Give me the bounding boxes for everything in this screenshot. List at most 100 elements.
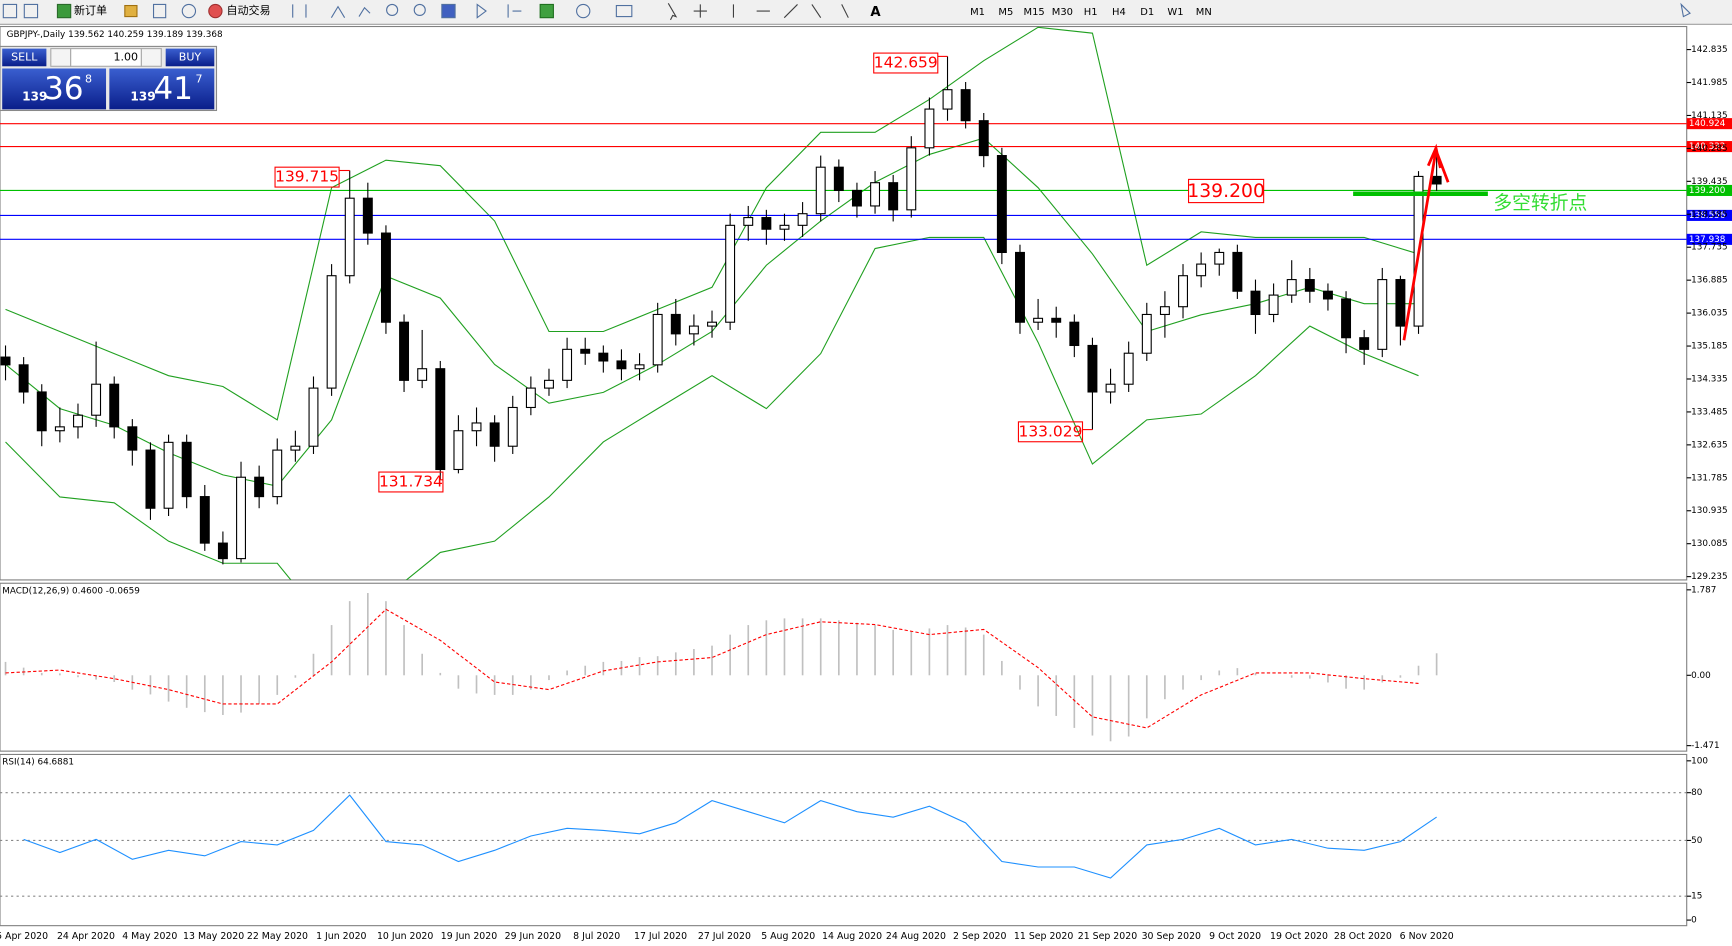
- candle-body: [562, 348, 573, 381]
- auto-trade[interactable]: 自动交易: [226, 3, 270, 17]
- candle-body: [996, 155, 1007, 254]
- timeframe[interactable]: W1: [1167, 7, 1183, 18]
- icon[interactable]: [124, 4, 138, 18]
- candle-body: [960, 89, 971, 122]
- candle-body: [652, 313, 663, 366]
- candle-body: [1322, 290, 1333, 300]
- buy-pips[interactable]: 41: [154, 71, 193, 107]
- buy-big[interactable]: 139: [130, 90, 155, 104]
- lot-text[interactable]: 1.00: [114, 50, 139, 63]
- icon[interactable]: [1680, 2, 1691, 18]
- icon[interactable]: [667, 3, 849, 21]
- candle-body: [1377, 279, 1388, 350]
- y-tick-label: 131.785: [1691, 473, 1728, 483]
- candle-body: [906, 147, 917, 211]
- sell-pips[interactable]: 36: [44, 71, 83, 107]
- candle-body: [1359, 337, 1370, 350]
- open: 139.562: [68, 30, 105, 40]
- level-tag: [1686, 141, 1732, 153]
- lot-down[interactable]: [50, 48, 72, 67]
- candle-body: [1033, 317, 1044, 323]
- overlay: 140.924 140.332 139.200 138.556 137.938 139.2…: [274, 52, 1732, 493]
- timeframe[interactable]: M15: [1024, 7, 1045, 18]
- icon[interactable]: [152, 3, 167, 19]
- icon[interactable]: [576, 3, 591, 19]
- candle-body: [779, 224, 790, 230]
- candle-body: [290, 445, 301, 451]
- y-tick-label: 136.885: [1691, 276, 1728, 286]
- y-tick-label: 80: [1691, 788, 1703, 798]
- buy-price[interactable]: [109, 68, 215, 110]
- x-tick-label: 8 Jul 2020: [573, 931, 620, 942]
- icon[interactable]: [181, 3, 197, 19]
- x-tick-label: 24 Aug 2020: [886, 931, 946, 942]
- timeframe[interactable]: M30: [1052, 7, 1073, 18]
- x-tick-label: 19 Oct 2020: [1270, 931, 1328, 942]
- icon[interactable]: [476, 3, 522, 19]
- y-tick-label: 142.835: [1691, 45, 1728, 55]
- lot-up[interactable]: [140, 48, 162, 67]
- x-tick-label: 14 Aug 2020: [822, 931, 882, 942]
- rsi-label: RSI(14) 64.6881: [2, 758, 74, 768]
- icon[interactable]: [441, 3, 456, 19]
- sell-button[interactable]: [2, 48, 47, 67]
- icon[interactable]: [292, 4, 371, 18]
- candle-body: [399, 321, 410, 381]
- bollinger-band: [5, 236, 1419, 580]
- icon[interactable]: [539, 3, 554, 19]
- candle-body: [1141, 313, 1152, 354]
- candle-body: [978, 120, 989, 157]
- timeframe[interactable]: H1: [1084, 7, 1098, 18]
- buy-button[interactable]: [165, 48, 215, 67]
- candle-body: [1431, 175, 1442, 185]
- candle-body: [73, 414, 83, 428]
- icon[interactable]: [2, 3, 18, 19]
- timeframe[interactable]: M1: [970, 7, 985, 18]
- candle-body: [453, 430, 464, 471]
- x-tick-label: 30 Sep 2020: [1142, 931, 1201, 942]
- text-tool[interactable]: A: [870, 5, 881, 20]
- buy-frac[interactable]: 7: [196, 73, 203, 86]
- icon[interactable]: [413, 3, 426, 17]
- candle-body: [272, 449, 283, 498]
- candle-body: [344, 197, 355, 277]
- candle-body: [380, 232, 391, 323]
- icon[interactable]: [23, 3, 39, 19]
- y-tick-label: 135.185: [1691, 342, 1728, 352]
- new-order[interactable]: 新订单: [74, 3, 107, 17]
- x-tick-label: 29 Jun 2020: [505, 931, 561, 942]
- price-label: 131.734: [379, 472, 443, 490]
- level-tag-text: 138.556: [1689, 211, 1726, 221]
- x-tick-label: 24 Apr 2020: [57, 931, 115, 942]
- candle-body: [308, 387, 319, 447]
- annotation: 多空转折点: [1493, 192, 1587, 214]
- icon[interactable]: [615, 4, 633, 18]
- chart-header: GBPJPY-,Daily 139.562 140.259 139.189 13…: [7, 30, 223, 40]
- timeframe[interactable]: MN: [1196, 7, 1212, 18]
- candle-body: [91, 383, 102, 416]
- candle-body: [417, 368, 428, 381]
- candle-body: [489, 422, 500, 447]
- candle-body: [362, 197, 373, 234]
- y-tick-label: 137.735: [1691, 243, 1728, 253]
- sell-frac[interactable]: 8: [85, 73, 92, 86]
- macd-label: MACD(12,26,9) 0.4600 -0.0659: [2, 586, 140, 596]
- y-tick-label: 134.335: [1691, 374, 1728, 384]
- candle-body: [1250, 290, 1261, 316]
- level-tag-text: 139.200: [1689, 186, 1726, 196]
- icon[interactable]: [386, 3, 399, 17]
- y-tick-label: 132.635: [1691, 440, 1728, 450]
- sell-big[interactable]: 139: [22, 90, 47, 104]
- timeframe[interactable]: D1: [1140, 7, 1154, 18]
- sell-price[interactable]: [2, 68, 107, 110]
- sell-text[interactable]: SELL: [11, 50, 38, 63]
- y-tick-label: 130.085: [1691, 539, 1728, 549]
- timeframe[interactable]: M5: [998, 7, 1013, 18]
- icon[interactable]: [208, 3, 223, 19]
- buy-text[interactable]: BUY: [179, 50, 202, 63]
- candle-body: [870, 182, 881, 207]
- icon[interactable]: [56, 3, 72, 19]
- toolbar-icons: [2, 2, 1691, 21]
- timeframe[interactable]: H4: [1112, 7, 1126, 18]
- y-tick-label: 133.485: [1691, 407, 1728, 417]
